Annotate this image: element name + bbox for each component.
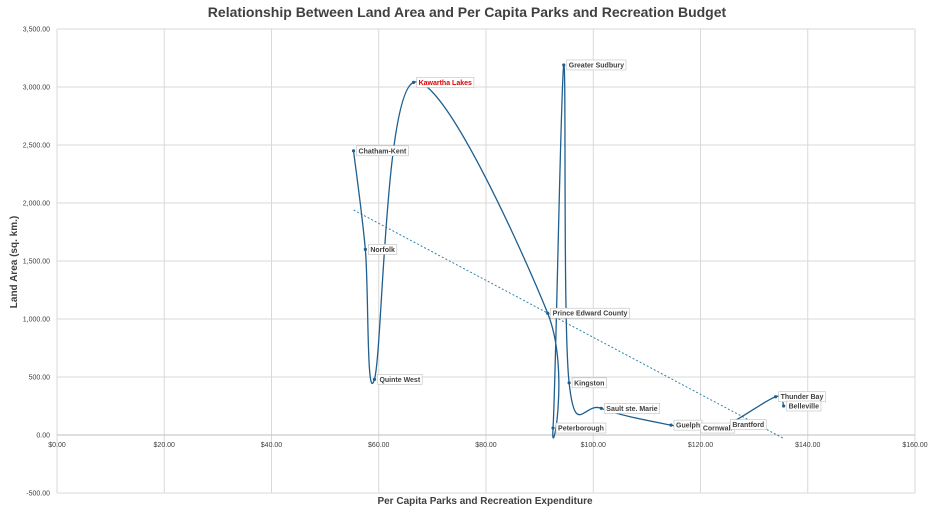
x-tick-label: $120.00 [688,442,713,449]
data-label-text: Chatham-Kent [359,148,408,155]
data-label: Prince Edward County [550,307,630,319]
data-label-text: Brantford [732,422,764,429]
data-label: Kingston [571,377,607,389]
data-label-box [550,307,630,319]
data-point [782,404,786,408]
data-label-text: Prince Edward County [553,311,628,318]
data-point [567,381,571,385]
x-tick-label: $40.00 [261,442,283,449]
data-label-box [730,419,767,430]
x-tick-label: $20.00 [154,442,176,449]
data-point [546,311,550,315]
x-tick-label: $60.00 [368,442,390,449]
data-label-box [416,77,475,88]
x-tick-label: $80.00 [475,442,497,449]
data-point [562,63,566,67]
data-label-box [786,400,822,412]
data-label: Brantford [730,419,767,430]
x-tick-label: $0.00 [48,442,66,449]
gridlines [56,28,916,494]
x-tick-label: $100.00 [581,442,606,449]
y-tick-label: 3,500.00 [23,27,50,34]
data-label-box [368,244,398,255]
data-label-text: Sault ste. Marie [606,406,657,413]
data-label-box [603,403,660,414]
data-label-text: Kawartha Lakes [419,80,472,87]
data-label: Guelph [673,419,703,431]
data-label: Peterborough [555,422,607,434]
y-tick-label: 1,000.00 [23,317,50,324]
data-label-text: Thunder Bay [781,394,824,401]
data-label-box [356,145,409,157]
x-axis-title: Per Capita Parks and Recreation Expendit… [377,496,593,507]
y-tick-label: 2,000.00 [23,201,50,208]
data-label-text: Belleville [789,404,819,411]
data-point [773,395,778,399]
y-tick-label: 500.00 [29,375,51,382]
data-point [372,377,377,381]
y-tick-label: -500.00 [26,491,50,498]
x-tick-label: $140.00 [795,442,820,449]
data-label: Belleville [786,400,822,412]
trendline [353,209,784,439]
data-label: Thunder Bay [778,391,826,403]
y-tick-label: 0.00 [36,433,50,440]
y-axis-title: Land Area (sq. km.) [9,216,20,308]
data-label: Chatham-Kent [356,145,409,157]
data-label: Cornwall [700,422,735,434]
data-point [599,406,603,410]
data-labels: Chatham-Kent Norfolk Quinte West Kawartha L… [356,59,826,434]
data-point [412,80,416,84]
data-label-text: Cornwall [703,426,733,433]
data-point [363,247,367,251]
data-label: Kawartha Lakes [416,77,475,88]
y-tick-label: 2,500.00 [23,143,50,150]
data-label: Sault ste. Marie [603,403,660,414]
data-label: Norfolk [368,244,398,255]
data-label-box [571,377,607,389]
data-label-text: Peterborough [558,426,604,433]
data-label: Quinte West [377,374,423,385]
data-point [351,149,356,153]
data-point [669,423,673,427]
data-label-text: Greater Sudbury [569,62,624,69]
data-label-text: Quinte West [379,377,420,384]
data-label: Greater Sudbury [566,59,627,71]
y-tick-label: 1,500.00 [23,259,50,266]
data-label-text: Kingston [574,380,604,387]
data-point [551,426,555,430]
data-label-box [566,59,627,71]
tick-labels: -500.00 0.00 500.00 1,000.00 1,500.00 2,000.0… [23,27,928,498]
x-tick-label: $160.00 [902,442,927,449]
data-label-text: Guelph [676,423,700,430]
data-label-box [555,422,607,434]
chart-title: Relationship Between Land Area and Per C… [208,4,727,20]
y-tick-label: 3,000.00 [23,85,50,92]
data-label-box [377,374,423,385]
data-label-text: Norfolk [370,247,395,254]
